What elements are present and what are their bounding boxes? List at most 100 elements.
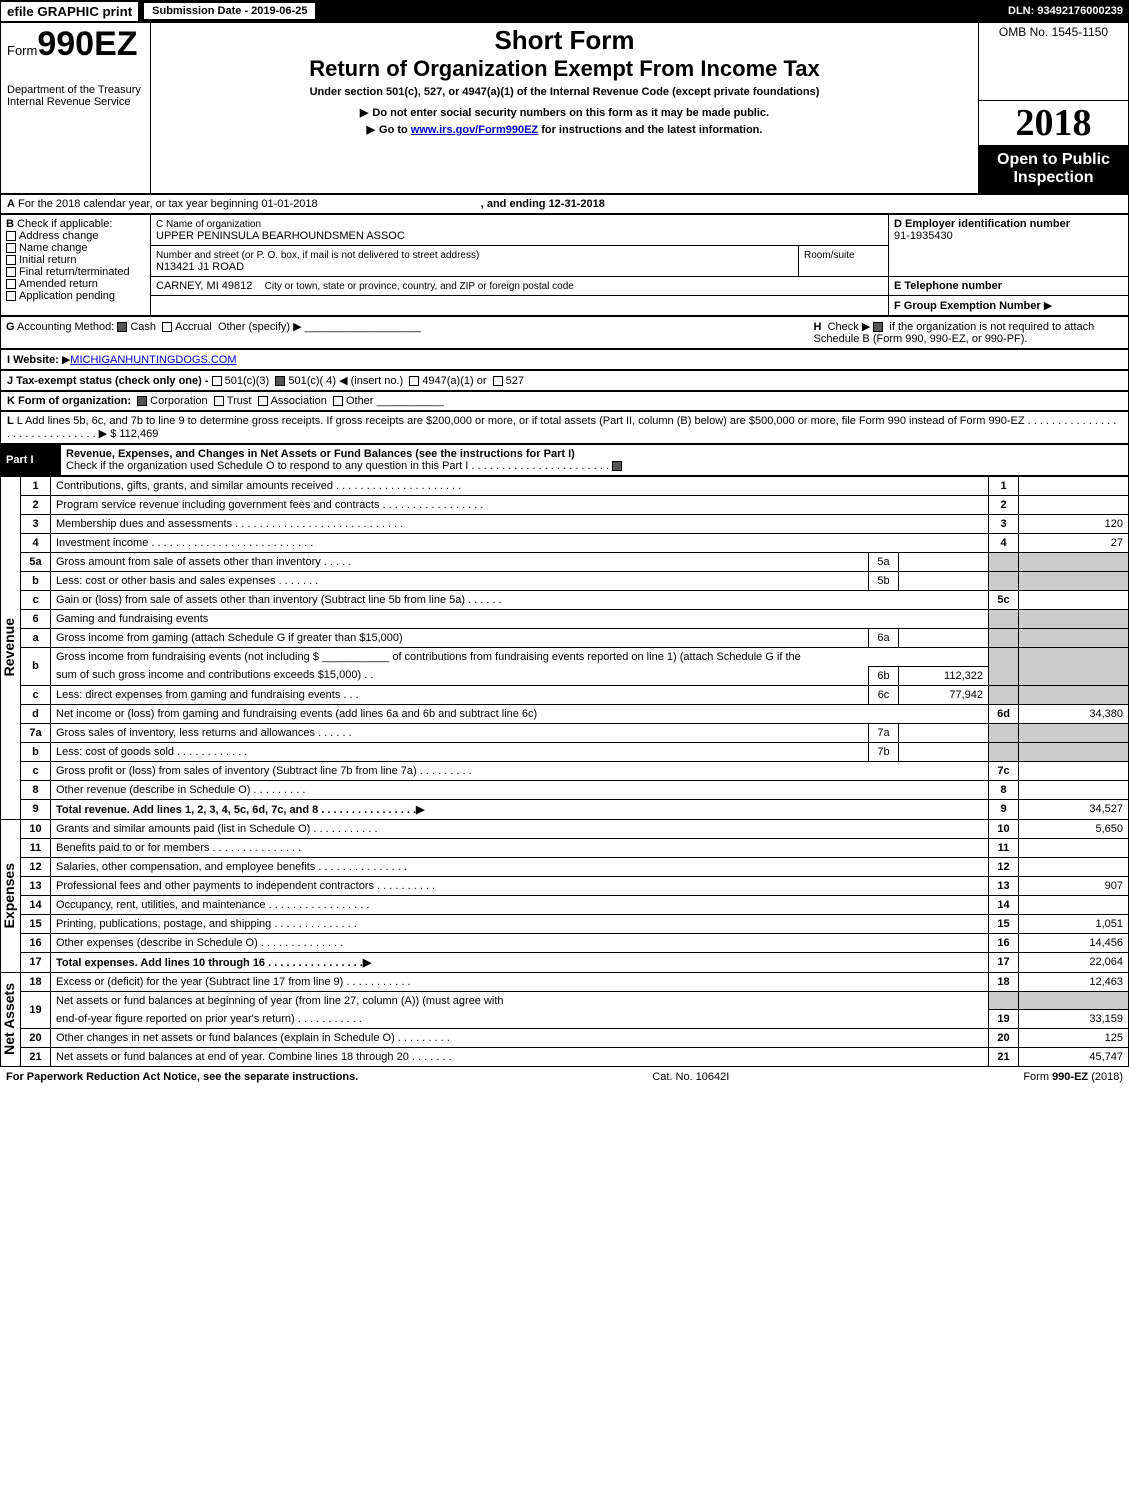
row-desc: Printing, publications, postage, and shi… (51, 914, 989, 933)
checkbox-pending[interactable] (6, 291, 16, 301)
row-col: 20 (989, 1029, 1019, 1048)
checkbox-assoc[interactable] (258, 396, 268, 406)
row-num: 14 (21, 895, 51, 914)
j-501c: 501(c)( 4) ◀ (insert no.) (288, 375, 403, 387)
row-num: 12 (21, 857, 51, 876)
row-col: 18 (989, 972, 1019, 991)
shade-cell (989, 742, 1019, 761)
row-col: 17 (989, 952, 1019, 972)
checkbox-address-change[interactable] (6, 231, 16, 241)
row-num: 11 (21, 838, 51, 857)
row-desc: Gross profit or (loss) from sales of inv… (51, 761, 989, 780)
row-val: 22,064 (1019, 952, 1129, 972)
row-col: 19 (989, 1010, 1019, 1029)
line-a-text: For the 2018 calendar year, or tax year … (18, 198, 318, 210)
row-col: 1 (989, 476, 1019, 495)
website-link[interactable]: MICHIGANHUNTINGDOGS.COM (70, 354, 236, 366)
checkbox-accrual[interactable] (162, 322, 172, 332)
line-k: K Form of organization: Corporation Trus… (0, 391, 1129, 411)
checkbox-trust[interactable] (214, 396, 224, 406)
b-opt-amended: Amended return (19, 278, 98, 290)
row-desc: Program service revenue including govern… (51, 495, 989, 514)
checkbox-corp[interactable] (137, 396, 147, 406)
sub-val (899, 628, 989, 647)
part1-checkline: Check if the organization used Schedule … (66, 460, 609, 472)
addr-label: Number and street (or P. O. box, if mail… (156, 250, 479, 261)
row-col: 4 (989, 533, 1019, 552)
row-val (1019, 838, 1129, 857)
tax-year: 2018 (979, 101, 1128, 145)
part1-label: Part I (1, 444, 61, 475)
checkbox-final[interactable] (6, 267, 16, 277)
checkbox-cash[interactable] (117, 322, 127, 332)
row-num: 2 (21, 495, 51, 514)
room-label: Room/suite (804, 250, 855, 261)
sub-val: 77,942 (899, 685, 989, 704)
row-num: 7a (21, 723, 51, 742)
ein-value: 91-1935430 (894, 230, 953, 242)
row-desc: Total expenses. Add lines 10 through 16 … (51, 952, 989, 972)
sub-label: 6b (869, 666, 899, 685)
checkbox-schedule-b[interactable] (873, 322, 883, 332)
checkbox-other[interactable] (333, 396, 343, 406)
shade-cell (989, 609, 1019, 628)
line-a: A For the 2018 calendar year, or tax yea… (0, 194, 1129, 214)
k-other: Other (346, 395, 374, 407)
expenses-section-label: Expenses (1, 863, 17, 928)
row-desc: Gaming and fundraising events (51, 609, 989, 628)
row-val: 907 (1019, 876, 1129, 895)
sub-label: 7a (869, 723, 899, 742)
goto-post: for instructions and the latest informat… (538, 124, 762, 136)
row-num: c (21, 685, 51, 704)
submission-date: Submission Date - 2019-06-25 (143, 2, 316, 20)
checkbox-501c[interactable] (275, 376, 285, 386)
row-col: 11 (989, 838, 1019, 857)
irs-link[interactable]: www.irs.gov/Form990EZ (411, 124, 538, 136)
goto-pre: Go to (379, 124, 411, 136)
sub-label: 6c (869, 685, 899, 704)
dept-treasury: Department of the Treasury (7, 84, 144, 96)
checkbox-initial[interactable] (6, 255, 16, 265)
form-990ez-footer: Form 990-EZ (2018) (1023, 1071, 1123, 1083)
row-col: 9 (989, 799, 1019, 819)
g-other: Other (specify) (218, 321, 290, 333)
checkbox-schedule-o[interactable] (612, 461, 622, 471)
part1-header: Part I Revenue, Expenses, and Changes in… (0, 444, 1129, 476)
row-desc: Net assets or fund balances at beginning… (51, 991, 989, 1010)
line-a-end: , and ending 12-31-2018 (481, 198, 605, 210)
shade-cell (1019, 685, 1129, 704)
city-label: City or town, state or province, country… (265, 281, 574, 292)
row-desc: Benefits paid to or for members . . . . … (51, 838, 989, 857)
form-number: 990EZ (37, 25, 137, 63)
row-col: 5c (989, 590, 1019, 609)
row-desc: Net income or (loss) from gaming and fun… (51, 704, 989, 723)
paperwork-notice: For Paperwork Reduction Act Notice, see … (6, 1071, 358, 1083)
row-desc: Excess or (deficit) for the year (Subtra… (51, 972, 989, 991)
row-num: 19 (21, 991, 51, 1029)
row-desc: Less: cost or other basis and sales expe… (51, 571, 869, 590)
short-form-title: Short Form (157, 25, 972, 56)
row-val (1019, 476, 1129, 495)
checkbox-527[interactable] (493, 376, 503, 386)
j-501c3: 501(c)(3) (225, 375, 270, 387)
form-label: Form990EZ (7, 43, 138, 58)
row-num: 4 (21, 533, 51, 552)
checkbox-4947[interactable] (409, 376, 419, 386)
row-val (1019, 495, 1129, 514)
row-desc: Membership dues and assessments . . . . … (51, 514, 989, 533)
checkbox-501c3[interactable] (212, 376, 222, 386)
row-num: 8 (21, 780, 51, 799)
row-num: c (21, 761, 51, 780)
row-val (1019, 857, 1129, 876)
checkbox-amended[interactable] (6, 279, 16, 289)
row-desc: Other revenue (describe in Schedule O) .… (51, 780, 989, 799)
row-desc: Gross amount from sale of assets other t… (51, 552, 869, 571)
row-num: 13 (21, 876, 51, 895)
row-col: 15 (989, 914, 1019, 933)
shade-cell (989, 723, 1019, 742)
efile-print-button[interactable]: efile GRAPHIC print (0, 1, 139, 22)
irs-label: Internal Revenue Service (7, 96, 144, 108)
row-desc: Net assets or fund balances at end of ye… (51, 1048, 989, 1067)
row-desc: Gross income from gaming (attach Schedul… (51, 628, 869, 647)
checkbox-name-change[interactable] (6, 243, 16, 253)
